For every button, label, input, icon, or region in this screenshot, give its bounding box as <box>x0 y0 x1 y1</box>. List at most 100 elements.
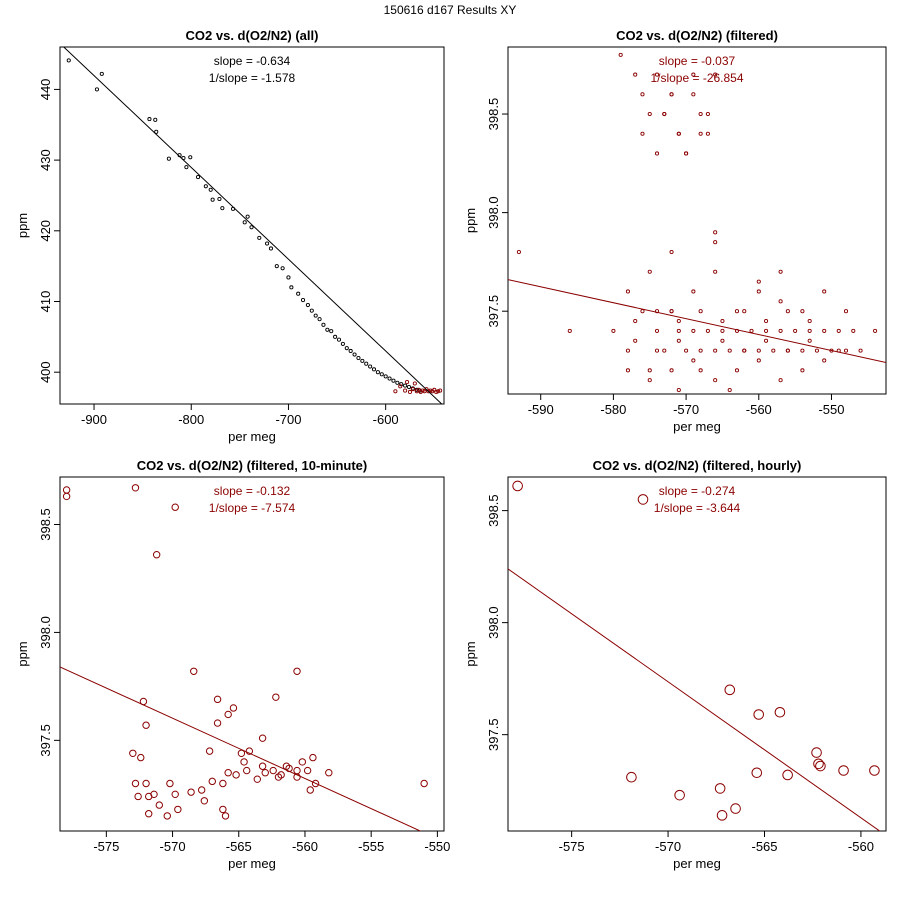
data-point <box>213 719 222 727</box>
y-tick-label: 410 <box>38 291 53 313</box>
data-point <box>654 348 660 353</box>
data-point <box>676 338 681 343</box>
data-point <box>298 758 307 766</box>
data-point <box>698 131 703 136</box>
data-point <box>217 196 222 202</box>
data-point <box>647 368 652 373</box>
data-point <box>243 766 251 775</box>
data-point <box>368 364 373 369</box>
data-point <box>245 214 250 219</box>
data-point <box>412 381 417 386</box>
data-point <box>851 328 856 333</box>
data-point <box>371 367 377 372</box>
slope-annotation: slope = -0.037 <box>659 54 736 68</box>
x-axis-label: per meg <box>228 856 276 871</box>
data-point <box>317 317 322 322</box>
data-point <box>203 184 208 189</box>
data-point <box>873 328 878 333</box>
fit-line <box>63 47 443 404</box>
data-point <box>749 328 754 333</box>
data-point <box>807 338 812 343</box>
data-point <box>778 378 783 383</box>
data-point <box>166 779 174 788</box>
inverse-slope-annotation: 1/slope = -26.854 <box>650 71 743 85</box>
data-point <box>822 328 827 333</box>
data-point <box>778 269 783 274</box>
data-point <box>647 378 652 383</box>
data-point <box>224 769 232 777</box>
data-point <box>734 309 740 314</box>
y-tick-label: 397.5 <box>38 724 53 757</box>
data-point <box>637 494 649 505</box>
data-point <box>311 779 320 788</box>
data-point <box>698 309 703 314</box>
data-point <box>691 72 696 77</box>
data-point <box>764 328 769 333</box>
data-point <box>838 765 849 776</box>
data-point <box>713 72 718 77</box>
data-point <box>200 797 209 805</box>
y-axis-label: ppm <box>15 213 30 238</box>
plot-frame <box>507 46 887 395</box>
data-point <box>618 52 623 57</box>
y-axis-label: ppm <box>463 208 478 233</box>
inverse-slope-annotation: 1/slope = -3.644 <box>654 501 741 515</box>
data-point <box>393 389 398 394</box>
data-point <box>778 299 783 304</box>
data-point <box>640 92 645 97</box>
data-point <box>811 747 822 758</box>
data-point <box>163 812 171 820</box>
x-tick-label: -900 <box>81 412 107 427</box>
data-point <box>727 388 732 393</box>
data-point <box>843 309 849 314</box>
data-point <box>669 309 674 314</box>
x-tick-label: -560 <box>292 839 318 854</box>
data-point <box>625 289 630 294</box>
data-point <box>147 117 152 122</box>
plot-area <box>60 484 428 831</box>
y-tick-label: 398.5 <box>486 98 501 131</box>
data-point <box>405 380 410 385</box>
data-point <box>676 131 681 136</box>
data-point <box>242 220 247 225</box>
data-point <box>154 129 159 134</box>
x-tick-label: -700 <box>275 412 301 427</box>
data-point <box>293 766 301 775</box>
data-point <box>340 341 345 346</box>
slope-annotation: slope = -0.132 <box>214 484 291 498</box>
data-point <box>438 388 443 393</box>
data-point <box>742 348 747 353</box>
data-point <box>516 249 521 255</box>
data-point <box>764 338 769 343</box>
y-tick-label: 420 <box>38 220 53 242</box>
data-point <box>166 156 171 161</box>
data-point <box>730 803 741 814</box>
data-point <box>727 348 732 353</box>
data-point <box>815 760 826 772</box>
data-point <box>188 155 193 160</box>
y-axis-label: ppm <box>463 641 478 666</box>
x-tick-label: -560 <box>848 839 874 854</box>
data-point <box>150 790 158 799</box>
data-point <box>800 368 805 373</box>
data-point <box>843 348 849 353</box>
data-point <box>245 747 254 755</box>
plot-frame <box>59 46 445 405</box>
data-point <box>142 721 150 729</box>
data-point <box>774 706 786 718</box>
data-point <box>305 302 310 308</box>
data-point <box>184 165 189 170</box>
data-point <box>662 348 667 353</box>
y-tick-label: 398.0 <box>38 616 53 649</box>
data-point <box>647 111 652 117</box>
data-point <box>674 789 685 801</box>
data-point <box>676 388 681 393</box>
data-point <box>321 322 326 327</box>
data-point <box>293 667 301 675</box>
x-tick-label: -575 <box>559 839 585 854</box>
data-point <box>205 747 214 755</box>
x-axis-label: per meg <box>228 429 276 444</box>
x-tick-label: -560 <box>746 402 772 417</box>
data-point <box>869 765 880 776</box>
